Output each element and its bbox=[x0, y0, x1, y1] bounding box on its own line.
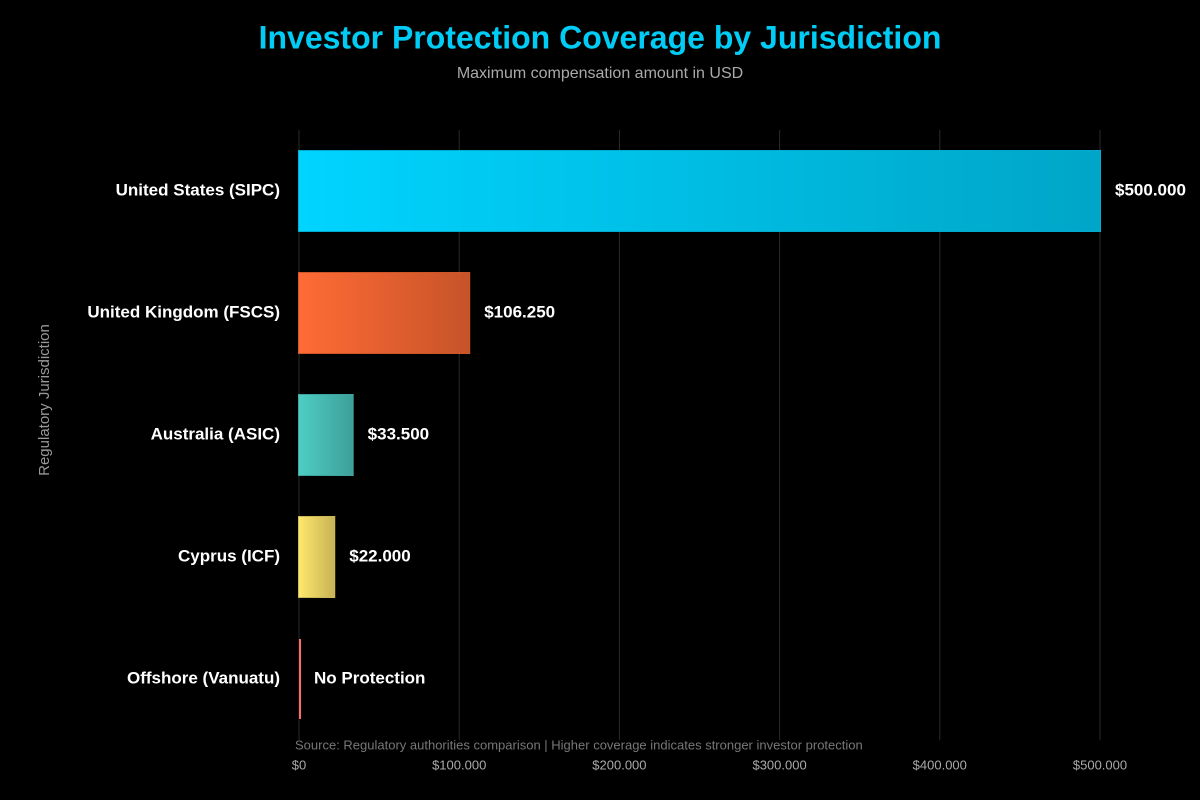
value-label: $106.250 bbox=[484, 302, 555, 321]
y-tick-label: Cyprus (ICF) bbox=[178, 546, 280, 565]
value-label: $22.000 bbox=[349, 546, 410, 565]
bar-shade bbox=[299, 151, 1100, 231]
x-tick-label: $400.000 bbox=[913, 757, 967, 772]
bar-shade bbox=[299, 395, 353, 475]
x-tick-label: $300.000 bbox=[752, 757, 806, 772]
x-tick-label: $100.000 bbox=[432, 757, 486, 772]
source-note: Source: Regulatory authorities compariso… bbox=[295, 737, 863, 752]
value-label: $33.500 bbox=[368, 424, 429, 443]
y-axis-title: Regulatory Jurisdiction bbox=[36, 324, 53, 476]
y-tick-label: Offshore (Vanuatu) bbox=[127, 668, 280, 687]
chart-subtitle: Maximum compensation amount in USD bbox=[457, 65, 743, 82]
chart-title: Investor Protection Coverage by Jurisdic… bbox=[259, 19, 942, 55]
y-tick-label: United States (SIPC) bbox=[116, 180, 280, 199]
x-tick-label: $500.000 bbox=[1073, 757, 1127, 772]
y-tick-label: Australia (ASIC) bbox=[151, 424, 280, 443]
bar-shade bbox=[299, 273, 470, 353]
x-tick-label: $200.000 bbox=[592, 757, 646, 772]
x-tick-label: $0 bbox=[292, 757, 306, 772]
value-label: No Protection bbox=[314, 668, 425, 687]
y-tick-label: United Kingdom (FSCS) bbox=[87, 302, 280, 321]
value-label: $500.000 bbox=[1115, 180, 1186, 199]
bar-shade bbox=[299, 517, 335, 597]
